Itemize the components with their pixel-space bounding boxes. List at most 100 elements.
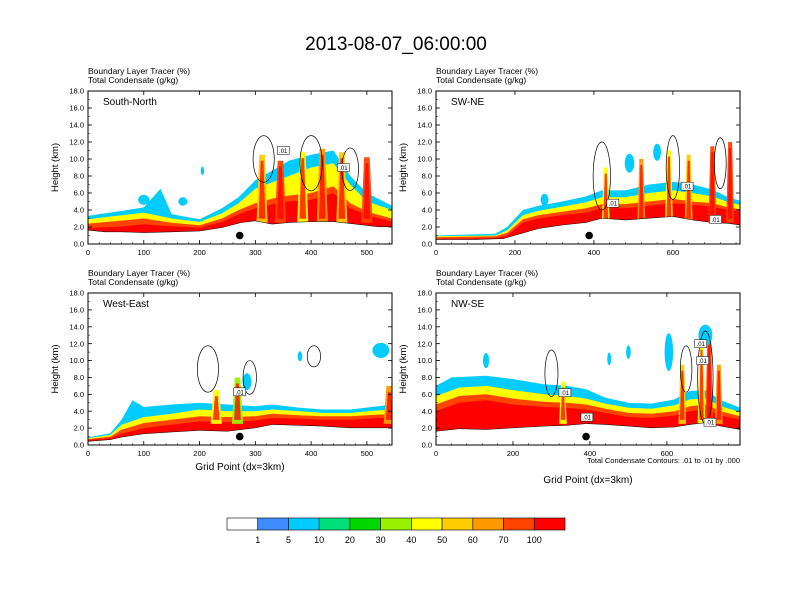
tracer-blob [664,333,674,372]
x-tick-label: 400 [584,449,597,458]
convective-plume-core [299,158,307,219]
colorbar-swatch [380,517,412,531]
panel-label: South-North [103,97,157,108]
contour-label-box [703,417,717,427]
contour-label: .01 [279,149,288,155]
contour-label-box [680,181,694,191]
y-tick-label: 14.0 [417,322,432,331]
colorbar-swatch [257,517,289,531]
x-tick-label: 400 [305,449,318,458]
y-tick-label: 2.0 [422,424,432,433]
colorbar-label: 70 [499,535,509,545]
x-tick-label: 0 [86,248,90,257]
contour-label: .01 [711,218,720,224]
y-tick-label: 4.0 [422,206,432,215]
y-tick-label: 12.0 [417,339,432,348]
contour-label-box [709,215,722,224]
y-tick-label: 18.0 [69,289,84,298]
contour-label-box [694,339,707,348]
panel-label: NW-SE [451,299,484,310]
colorbar-swatch [318,517,351,531]
y-tick-label: 10.0 [69,356,84,365]
contour-label: .01 [697,342,706,348]
y-axis-label: Height (km) [398,143,409,192]
x-tick-label: 500 [361,248,374,257]
location-marker [582,432,590,441]
y-tick-label: 0.0 [74,240,84,249]
contour-label: .01 [339,166,348,172]
x-tick-label: 600 [661,449,674,458]
convective-plume-core [638,165,644,219]
y-tick-label: 16.0 [69,305,84,314]
convective-plume-core [666,156,672,219]
panel-label: SW-NE [451,97,484,108]
y-tick-label: 6.0 [422,390,432,399]
condensate-contour [306,345,321,368]
contour-label: .01 [609,202,618,208]
x-tick-label: 500 [361,449,374,458]
y-tick-label: 10.0 [417,155,432,164]
figure-title: 2013-08-07_06:00:00 [305,34,487,55]
colorbar-label: 1 [255,535,260,545]
colorbar-label: 40 [406,535,416,545]
convective-plume-core [727,148,733,219]
y-tick-label: 10.0 [69,155,84,164]
location-marker [585,231,593,240]
colorbar-label: 100 [527,535,542,545]
panel-header-line: Total Condensate (g/kg) [436,277,526,287]
panel-west-east: Boundary Layer Tracer (%)Total Condensat… [50,268,393,473]
contour-label: .01 [699,359,708,365]
convective-plume-core [212,396,220,420]
colorbar-swatch [441,517,474,531]
y-axis-label: Height (km) [398,344,409,393]
tracer-blob [178,197,188,206]
y-tick-label: 8.0 [422,172,432,181]
panel-header-line: Boundary Layer Tracer (%) [436,66,538,76]
colorbar-label: 60 [468,535,478,545]
tracer-blob [138,194,150,205]
y-tick-label: 6.0 [74,390,84,399]
convective-plume-core [709,152,715,219]
y-tick-label: 14.0 [69,121,84,130]
contour-label: .01 [583,416,592,422]
tracer-blob [482,352,490,369]
y-tick-label: 0.0 [74,441,84,450]
colorbar-swatch [411,517,443,531]
location-marker [235,432,244,441]
y-tick-label: 0.0 [422,240,432,249]
condensate-contour [242,360,257,395]
colorbar-swatch [503,517,535,531]
tracer-blob [624,153,635,173]
convective-plume-core [338,158,346,219]
contour-label-box [606,198,620,208]
panel-sw-ne: Boundary Layer Tracer (%)Total Condensat… [398,66,741,257]
x-tick-label: 300 [249,248,262,257]
panel-header-line: Boundary Layer Tracer (%) [88,268,190,278]
convective-plume-core [277,166,284,219]
y-tick-label: 18.0 [69,87,84,96]
x-tick-label: 100 [138,449,151,458]
y-tick-label: 0.0 [422,441,432,450]
x-tick-label: 200 [193,248,206,257]
y-axis-label: Height (km) [50,344,61,393]
colorbar-swatch [533,517,566,531]
panel-header-line: Boundary Layer Tracer (%) [436,268,538,278]
tracer-blob [653,143,662,161]
y-tick-label: 18.0 [417,87,432,96]
x-tick-label: 600 [667,248,680,257]
panel-header-line: Total Condensate (g/kg) [436,75,526,85]
y-tick-label: 2.0 [74,223,84,232]
colorbar-label: 10 [314,535,324,545]
condensate-contour [299,135,323,192]
convective-plume-core [699,349,704,420]
y-tick-label: 18.0 [417,289,432,298]
y-tick-label: 14.0 [417,121,432,130]
condensate-contour [252,135,275,183]
contour-label-box [276,146,290,155]
tracer-blob [200,166,205,176]
contour-label-box [696,356,709,365]
y-tick-label: 12.0 [69,138,84,147]
contour-label-box [233,387,246,397]
x-tick-label: 0 [86,449,90,458]
condensate-contour [196,345,219,393]
